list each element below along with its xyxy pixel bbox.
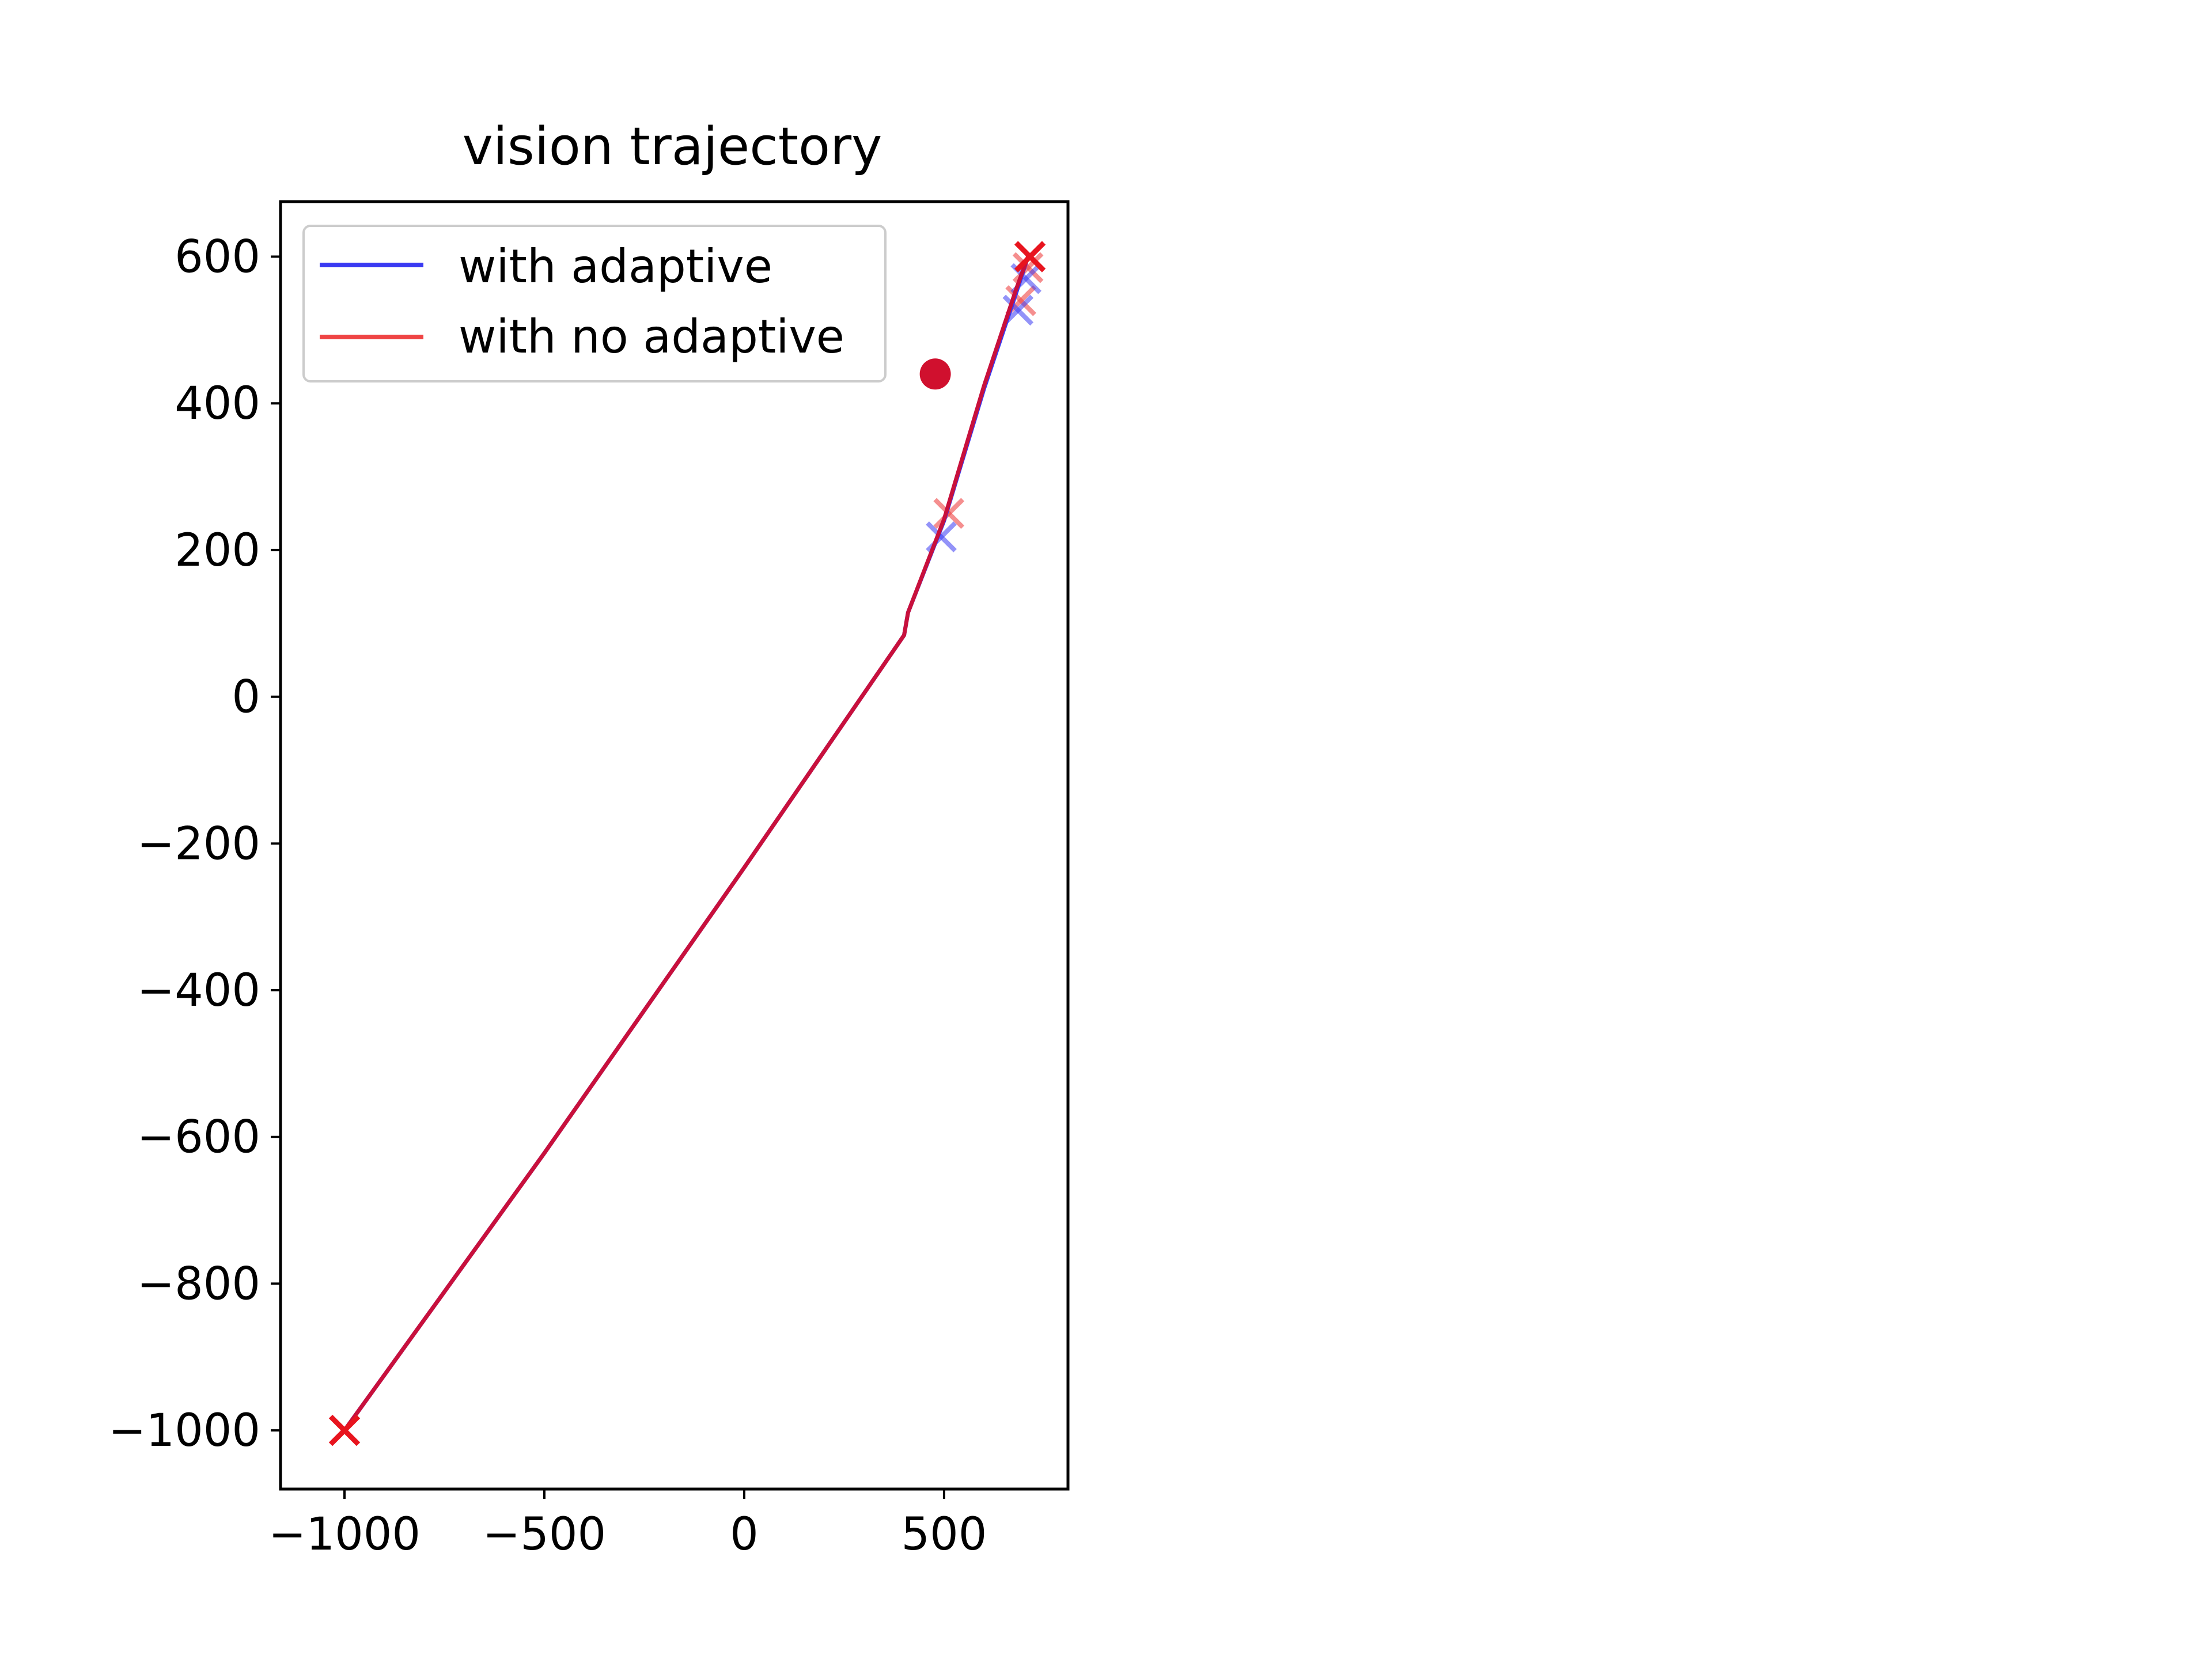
no-adaptive-cross-0-stroke-b [933,498,965,529]
chart-title: vision trajectory [463,116,882,177]
y-tick-label-7: 400 [175,378,260,430]
legend: with adaptive with no adaptive [302,225,887,382]
x-tick-label-3: 500 [901,1509,987,1560]
y-tick-label-2: −600 [137,1112,260,1164]
end-marker [1014,241,1046,272]
x-tick-label-0: −1000 [268,1509,421,1560]
no-adaptive-cross-0 [933,498,965,529]
legend-label-with-adaptive: with adaptive [459,240,772,293]
start-marker [328,1414,361,1446]
end-marker-stroke-b [1014,241,1046,272]
y-tick-label-6: 200 [175,525,260,577]
y-tick-label-1: −800 [137,1258,260,1310]
y-tick-label-5: 0 [232,672,260,724]
target-point [919,358,951,390]
x-tick-label-1: −500 [483,1509,606,1560]
x-tick-label-2: 0 [730,1509,759,1560]
start-marker-stroke-b [328,1414,361,1446]
plot-frame [279,200,1070,1491]
legend-box [302,225,887,382]
series-line-0 [343,256,1030,1432]
y-tick-label-0: −1000 [108,1405,260,1457]
series-line-1 [343,256,1030,1432]
y-tick-label-3: −400 [137,965,260,1017]
legend-label-with-no-adaptive: with no adaptive [459,310,844,363]
y-tick-label-8: 600 [175,232,260,283]
y-tick-label-4: −200 [137,818,260,870]
